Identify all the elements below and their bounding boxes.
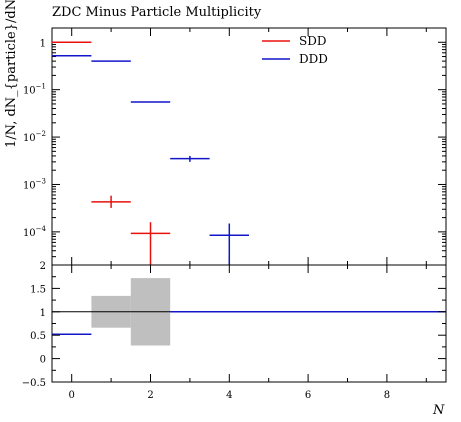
main-y-tick-label: 10−3 xyxy=(23,177,46,191)
x-tick-label: 6 xyxy=(305,390,311,401)
legend-label-sdd: SDD xyxy=(299,34,326,48)
ratio-y-tick-label: 1 xyxy=(40,308,46,319)
main-y-tick-label: 10−2 xyxy=(23,130,46,144)
main-y-tick-label: 10−1 xyxy=(23,83,46,97)
legend: SDD DDD xyxy=(262,34,328,66)
x-tick-label: 8 xyxy=(384,390,390,401)
main-plot: 10−4 10−3 10−2 10−1 1 xyxy=(23,27,447,266)
main-y-tick-label: 10−4 xyxy=(23,225,47,239)
x-axis: 0 2 4 6 8 xyxy=(69,390,391,401)
ratio-y-tick-label: 1.5 xyxy=(30,284,46,295)
ratio-y-tick-label: 0 xyxy=(40,355,46,366)
ratio-plot: −0.5 0 0.5 1 1.5 2 xyxy=(22,261,447,389)
ratio-y-tick-label: 2 xyxy=(40,261,46,272)
main-frame xyxy=(51,27,447,266)
x-tick-label: 4 xyxy=(226,390,232,401)
x-tick-label: 0 xyxy=(69,390,75,401)
x-axis-label: N xyxy=(433,403,445,418)
ratio-y-tick-label: −0.5 xyxy=(22,378,46,389)
x-tick-label: 2 xyxy=(147,390,153,401)
main-y-tick-label: 1 xyxy=(40,38,46,49)
chart-title: ZDC Minus Particle Multiplicity xyxy=(52,5,262,20)
legend-label-ddd: DDD xyxy=(299,52,328,66)
ratio-y-tick-label: 0.5 xyxy=(30,331,46,342)
